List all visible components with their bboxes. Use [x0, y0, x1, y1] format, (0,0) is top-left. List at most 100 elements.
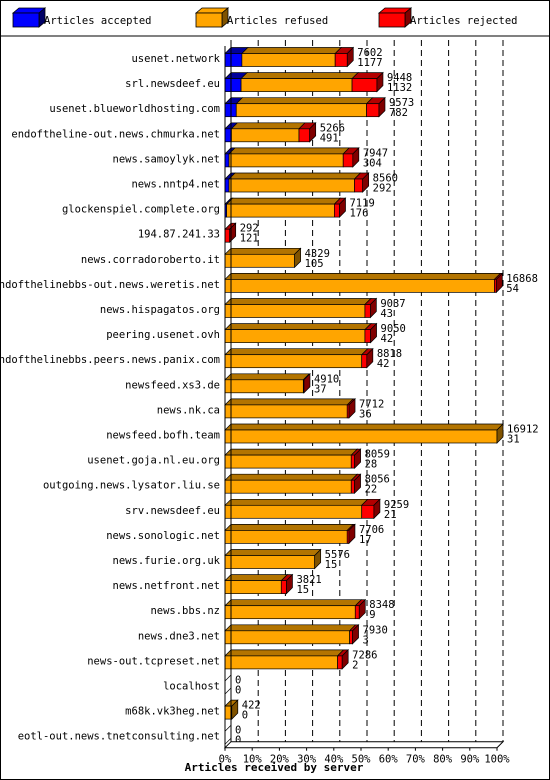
bar-group: [224, 222, 237, 244]
bar-side: [354, 473, 361, 495]
bar-segment: [366, 103, 380, 118]
legend-label-refused: Articles refused: [227, 15, 328, 27]
bar-group: [224, 423, 504, 444]
bar-segment: [224, 404, 348, 419]
bar-segment: [224, 153, 230, 168]
value-label-top: 8056: [365, 474, 390, 486]
bar-side: [339, 197, 346, 218]
value-label-top: 8348: [369, 599, 394, 611]
value-label-top: 292: [240, 223, 259, 235]
bar-group: [224, 448, 362, 469]
category-label: usenet.goja.nl.eu.org: [87, 455, 220, 467]
value-label-top: 4910: [314, 373, 339, 385]
value-label-bottom: 21: [384, 509, 397, 521]
bar-segment: [224, 655, 338, 670]
category-label: news.nntp4.net: [131, 179, 220, 191]
value-label-bottom: 9: [369, 609, 375, 621]
value-label-bottom: 3: [363, 634, 369, 646]
legend-swatch-accepted: [11, 7, 47, 28]
value-label-bottom: 0: [235, 685, 241, 697]
bar-top: [230, 122, 306, 130]
category-label: news.furie.org.uk: [113, 555, 221, 567]
bar-group: [224, 121, 317, 143]
value-label-bottom: 782: [389, 107, 408, 119]
value-label-top: 7286: [352, 649, 377, 661]
x-tick-label: 80%: [433, 754, 453, 766]
bar-segment: [224, 78, 242, 92]
value-label-top: 9259: [384, 499, 409, 511]
x-tick-label: 70%: [406, 754, 426, 766]
bar-group: [224, 473, 362, 495]
bar-segment: [337, 655, 343, 670]
bar-side: [231, 699, 239, 720]
bar-group: [224, 623, 360, 645]
category-label: endofthelinebbs-out.news.weretis.net: [0, 279, 220, 291]
value-label-top: 7706: [359, 524, 384, 536]
value-label-top: 5266: [320, 122, 345, 134]
x-tick-label: 10%: [243, 754, 263, 766]
x-tick-label: 90%: [460, 754, 480, 766]
bar-group: [224, 172, 370, 193]
bar-segment: [334, 203, 340, 218]
bar-segment: [224, 379, 304, 394]
bar-segment: [224, 479, 352, 494]
bar-segment: [224, 605, 356, 620]
bar-side: [348, 523, 356, 545]
bars: [224, 46, 504, 746]
category-label: 194.87.241.33: [138, 229, 220, 241]
legend-item-refused: Articles refused: [194, 7, 328, 28]
value-label-bottom: 105: [305, 258, 324, 270]
bar-segment: [298, 128, 311, 143]
bar-top: [224, 624, 357, 632]
bar-segment: [224, 429, 498, 444]
bar-segment: [354, 605, 360, 620]
value-label-bottom: 176: [349, 208, 368, 220]
bar-top: [224, 524, 355, 531]
bar-group: [224, 297, 378, 319]
category-labels: usenet.network srl.newsdeef.eu usenet.blue…: [0, 53, 221, 743]
bar-side: [366, 347, 374, 369]
value-label-bottom: 31: [507, 434, 520, 446]
bar-side: [314, 548, 322, 570]
bar-top: [224, 549, 322, 556]
value-label-bottom: 54: [506, 283, 519, 295]
value-label-bottom: 42: [377, 358, 390, 370]
x-tick-label: 40%: [324, 754, 344, 766]
value-label-bottom: 304: [363, 157, 382, 169]
bar-group: [224, 71, 384, 93]
bar-group: [224, 674, 232, 695]
category-label: news.bbs.nz: [150, 605, 220, 617]
value-label-top: 9448: [387, 72, 412, 84]
value-label-bottom: 0: [235, 735, 241, 747]
value-label-bottom: 37: [314, 383, 327, 395]
bar-segment: [364, 304, 371, 318]
bar-segment: [224, 279, 495, 293]
value-label-bottom: 1177: [357, 57, 382, 69]
category-label: news.netfront.net: [113, 580, 220, 592]
bar-side: [346, 46, 354, 68]
bar-side: [369, 297, 377, 319]
value-label-bottom: 1132: [387, 82, 412, 94]
value-label-top: 7930: [363, 624, 388, 636]
bar-top: [224, 348, 369, 356]
value-label-top: 0: [235, 725, 241, 737]
bar-side: [362, 172, 370, 193]
bar-top: [224, 649, 345, 657]
bar-segment: [224, 253, 295, 268]
bar-group: [224, 498, 381, 520]
category-label: endofthelinebbs.peers.news.panix.com: [0, 354, 220, 366]
bar-segment: [224, 53, 243, 67]
bar-segment: [224, 354, 363, 369]
value-label-bottom: 22: [365, 484, 378, 496]
bar-segment: [224, 504, 363, 519]
bar-top: [235, 97, 374, 105]
legend-swatch-rejected: [377, 7, 413, 28]
bar-group: [224, 96, 386, 118]
bar-top: [224, 398, 355, 406]
bar-side: [354, 448, 361, 469]
category-label: glockenspiel.complete.org: [62, 204, 220, 216]
bar-segment: [224, 304, 366, 318]
bar-side: [495, 272, 503, 294]
value-label-bottom: 2: [352, 659, 358, 671]
